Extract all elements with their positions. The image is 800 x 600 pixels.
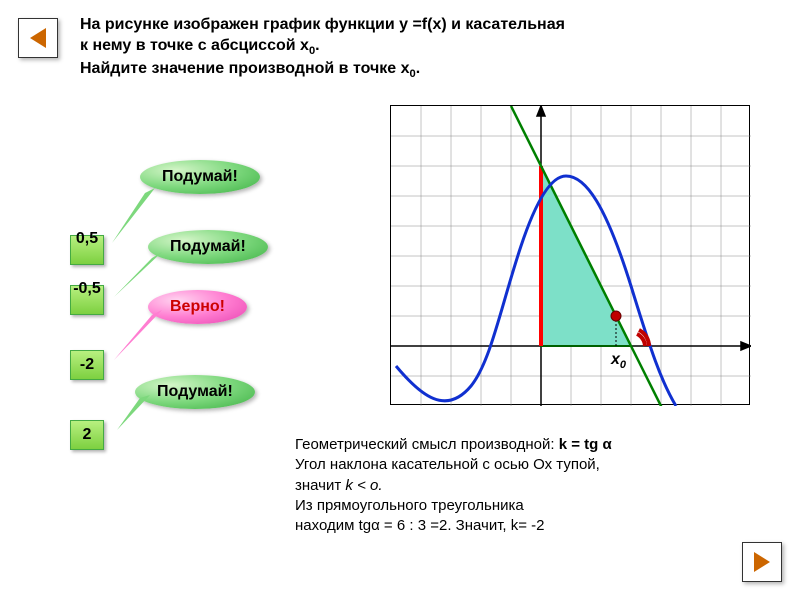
bubble-tail-2 (112, 252, 167, 302)
answer-button-4[interactable]: 2 (70, 420, 104, 450)
answer-label-3: -2 (80, 356, 94, 374)
bubble-tail-3 (112, 310, 167, 365)
answer-label-4: 2 (83, 426, 92, 444)
x0-label: x0 (610, 351, 627, 371)
feedback-text-1: Подумай! (162, 168, 238, 185)
bubble-tail-4 (115, 395, 155, 435)
answer-label-2: -0,5 (70, 280, 104, 298)
explanation-text: Геометрический смысл производной: k = tg… (295, 435, 755, 536)
problem-line1: На рисунке изображен график функции y =f… (80, 16, 565, 33)
tangent-point (611, 311, 621, 321)
feedback-text-3: Верно! (170, 298, 225, 315)
graph-svg: x0 (391, 106, 751, 406)
graph-container: x0 (390, 105, 750, 405)
problem-line2: к нему в точке с абсциссой x (80, 37, 309, 54)
feedback-text-4: Подумай! (157, 383, 233, 400)
problem-statement: На рисунке изображен график функции y =f… (80, 15, 640, 81)
answer-button-3[interactable]: -2 (70, 350, 104, 380)
feedback-text-2: Подумай! (170, 238, 246, 255)
triangle-left-icon (24, 24, 52, 52)
problem-line3: Найдите значение производной в точке x (80, 60, 410, 77)
triangle-right-icon (748, 548, 776, 576)
answer-label-1: 0,5 (70, 230, 104, 248)
nav-next-button[interactable] (742, 542, 782, 582)
nav-prev-button[interactable] (18, 18, 58, 58)
function-curve (396, 176, 676, 406)
